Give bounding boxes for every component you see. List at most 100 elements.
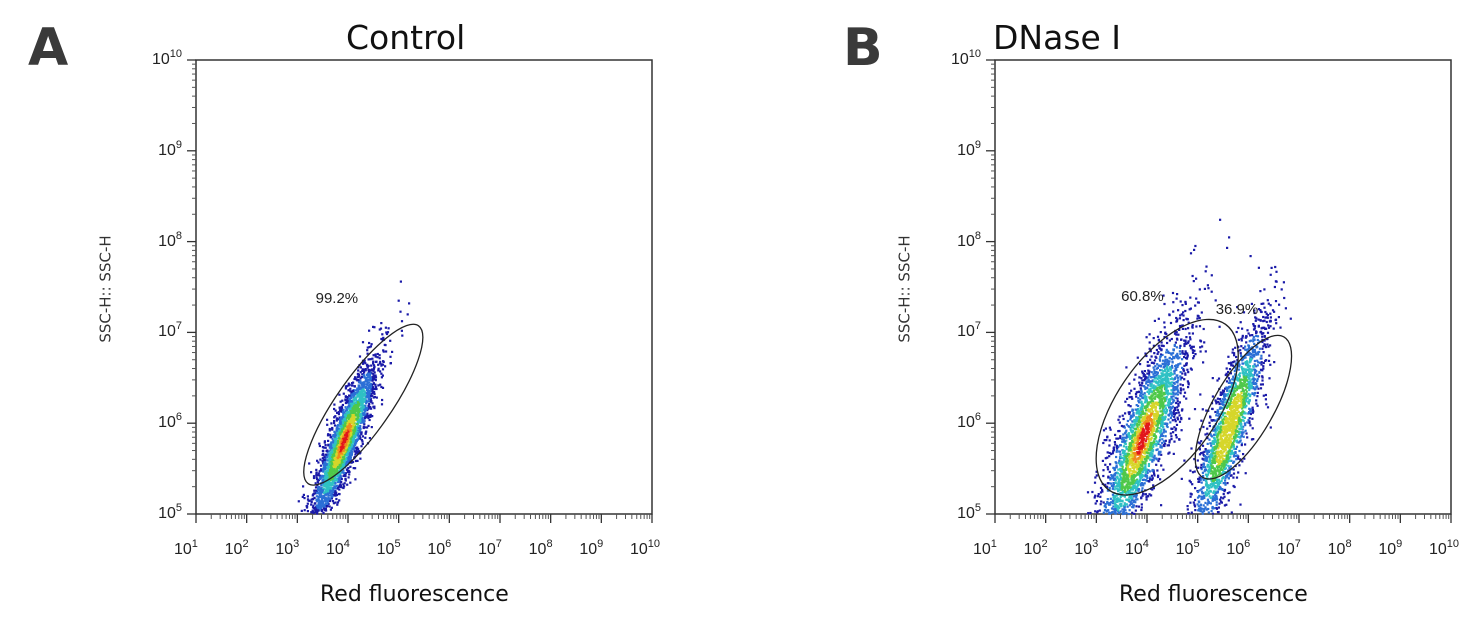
- y-tick-label: 1010: [151, 48, 182, 68]
- scatter-point: [1135, 442, 1138, 445]
- scatter-point: [381, 374, 384, 377]
- scatter-point: [1136, 425, 1139, 428]
- scatter-point: [1158, 450, 1161, 453]
- scatter-point: [353, 456, 356, 459]
- scatter-point: [1152, 384, 1155, 387]
- scatter-point: [1126, 477, 1129, 480]
- scatter-point: [363, 368, 366, 371]
- scatter-point: [343, 437, 346, 440]
- scatter-point: [1193, 349, 1196, 352]
- scatter-point: [1141, 370, 1144, 373]
- scatter-point: [339, 457, 342, 461]
- scatter-point: [351, 401, 354, 405]
- scatter-point: [1129, 443, 1132, 446]
- scatter-point: [384, 326, 387, 329]
- scatter-point: [1097, 493, 1100, 496]
- scatter-point: [1144, 473, 1147, 476]
- scatter-point: [378, 328, 381, 331]
- scatter-point: [1129, 467, 1132, 471]
- scatter-point: [1177, 309, 1180, 312]
- scatter-point: [1127, 491, 1130, 494]
- scatter-point: [1106, 502, 1109, 505]
- scatter-point: [366, 384, 369, 387]
- scatter-point: [317, 486, 320, 489]
- scatter-point: [1138, 475, 1142, 478]
- chart-title: DNase I: [993, 18, 1122, 57]
- scatter-point: [1147, 410, 1150, 413]
- scatter-point: [1160, 349, 1163, 352]
- scatter-point: [1182, 388, 1185, 391]
- scatter-point: [356, 393, 359, 396]
- scatter-point: [1128, 412, 1131, 416]
- scatter-point: [1143, 432, 1147, 436]
- scatter-point: [1192, 280, 1195, 283]
- scatter-point: [348, 438, 351, 441]
- scatter-point: [1094, 510, 1097, 513]
- scatter-point: [1137, 404, 1140, 408]
- scatter-point: [330, 422, 333, 425]
- scatter-point: [1134, 428, 1137, 431]
- scatter-point: [319, 458, 322, 461]
- scatter-point: [1123, 477, 1126, 480]
- scatter-point: [1167, 372, 1170, 375]
- scatter-point: [1136, 498, 1139, 501]
- scatter-point: [1134, 438, 1137, 441]
- scatter-point: [353, 410, 356, 413]
- scatter-point: [1162, 440, 1166, 443]
- scatter-point: [357, 393, 361, 396]
- scatter-point: [1172, 387, 1175, 390]
- scatter-point: [1141, 435, 1144, 438]
- scatter-point: [1130, 423, 1133, 427]
- scatter-point: [1108, 455, 1111, 458]
- scatter-point: [364, 362, 367, 365]
- scatter-point: [1182, 311, 1185, 314]
- scatter-point: [1166, 337, 1169, 340]
- scatter-point: [1116, 483, 1119, 486]
- scatter-point: [338, 416, 341, 419]
- scatter-point: [323, 460, 326, 464]
- scatter-point: [1154, 401, 1157, 404]
- scatter-point: [313, 502, 316, 505]
- scatter-point: [1138, 421, 1141, 424]
- scatter-point: [383, 343, 386, 346]
- scatter-point: [346, 415, 349, 418]
- scatter-point: [1179, 389, 1183, 392]
- scatter-point: [1142, 427, 1145, 431]
- scatter-point: [1188, 344, 1192, 347]
- scatter-point: [1159, 402, 1162, 405]
- scatter-point: [1133, 469, 1136, 473]
- scatter-point: [329, 464, 332, 467]
- scatter-point: [1118, 474, 1122, 477]
- scatter-point: [1121, 440, 1124, 443]
- scatter-point: [349, 453, 352, 456]
- scatter-point: [1163, 429, 1166, 432]
- scatter-point: [320, 510, 324, 513]
- scatter-point: [1181, 304, 1184, 307]
- scatter-point: [360, 402, 363, 405]
- scatter-point: [361, 403, 364, 406]
- scatter-point: [341, 456, 345, 459]
- scatter-point: [1108, 439, 1111, 442]
- scatter-point: [1159, 410, 1162, 413]
- scatter-point: [1136, 451, 1139, 454]
- scatter-point: [1150, 454, 1153, 457]
- scatter-point: [367, 358, 370, 361]
- scatter-point: [366, 376, 369, 379]
- scatter-point: [331, 490, 334, 493]
- scatter-point: [329, 472, 332, 475]
- scatter-point: [323, 485, 326, 488]
- scatter-point: [1144, 457, 1148, 460]
- scatter-point: [1137, 399, 1140, 402]
- scatter-point: [321, 449, 324, 453]
- scatter-point: [1175, 374, 1178, 377]
- scatter-point: [1123, 436, 1126, 439]
- scatter-point: [1154, 387, 1157, 390]
- scatter-point: [1144, 440, 1147, 443]
- scatter-point: [1115, 479, 1118, 482]
- scatter-point: [354, 392, 357, 395]
- scatter-point: [1122, 494, 1125, 497]
- scatter-point: [329, 460, 332, 463]
- scatter-point: [1200, 311, 1203, 314]
- scatter-point: [349, 437, 352, 440]
- scatter-point: [1131, 425, 1134, 429]
